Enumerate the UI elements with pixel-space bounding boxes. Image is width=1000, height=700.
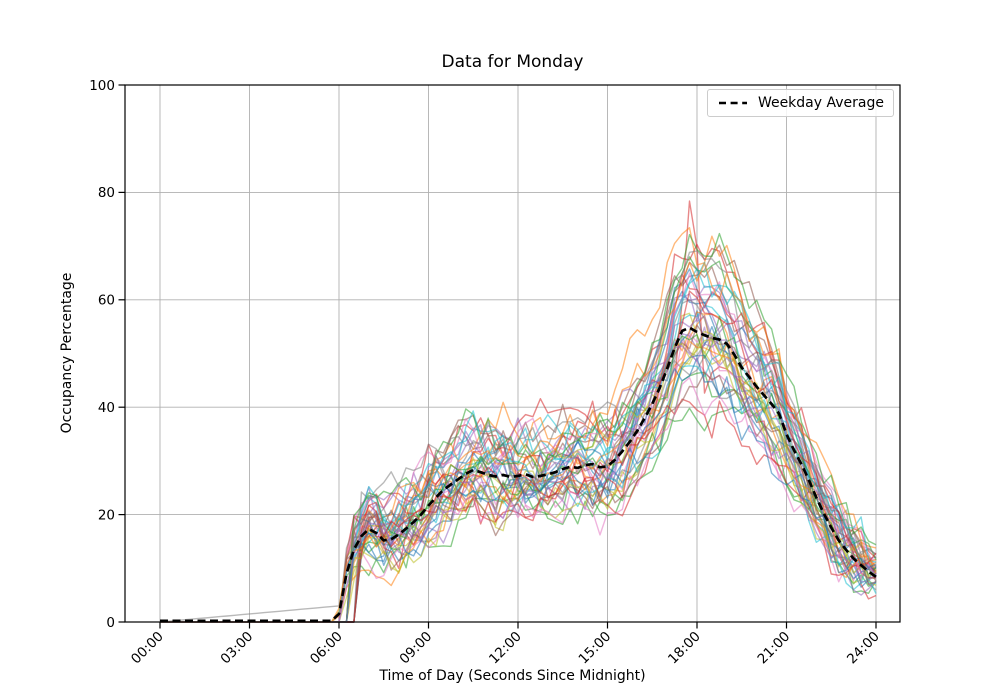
x-axis-label: Time of Day (Seconds Since Midnight) [379, 668, 646, 684]
x-tick-label: 06:00 [307, 629, 346, 668]
x-tick-label: 21:00 [755, 629, 794, 668]
legend-label: Weekday Average [757, 95, 884, 111]
y-tick-label: 40 [98, 400, 115, 416]
x-tick-label: 12:00 [486, 629, 525, 668]
x-tick-label: 15:00 [576, 629, 615, 668]
ensemble-day-line [159, 355, 877, 623]
axes-frame [124, 84, 901, 623]
y-axis-label: Occupancy Percentage [59, 272, 75, 434]
x-tick-label: 00:00 [128, 629, 167, 668]
y-tick-label: 100 [89, 78, 115, 94]
legend: Weekday Average [706, 89, 894, 117]
y-tick-label: 0 [106, 615, 115, 631]
legend-dashed-line-sample [718, 101, 747, 105]
x-tick-label: 09:00 [397, 629, 436, 668]
weekday-average-line [160, 326, 877, 623]
y-tick-label: 60 [98, 293, 115, 309]
x-tick-label: 24:00 [844, 629, 883, 668]
x-tick-label: 18:00 [665, 629, 704, 668]
y-tick-label: 20 [98, 507, 115, 523]
y-tick-label: 80 [98, 185, 115, 201]
chart-title: Data for Monday [441, 52, 584, 72]
x-tick-label: 03:00 [218, 629, 257, 668]
